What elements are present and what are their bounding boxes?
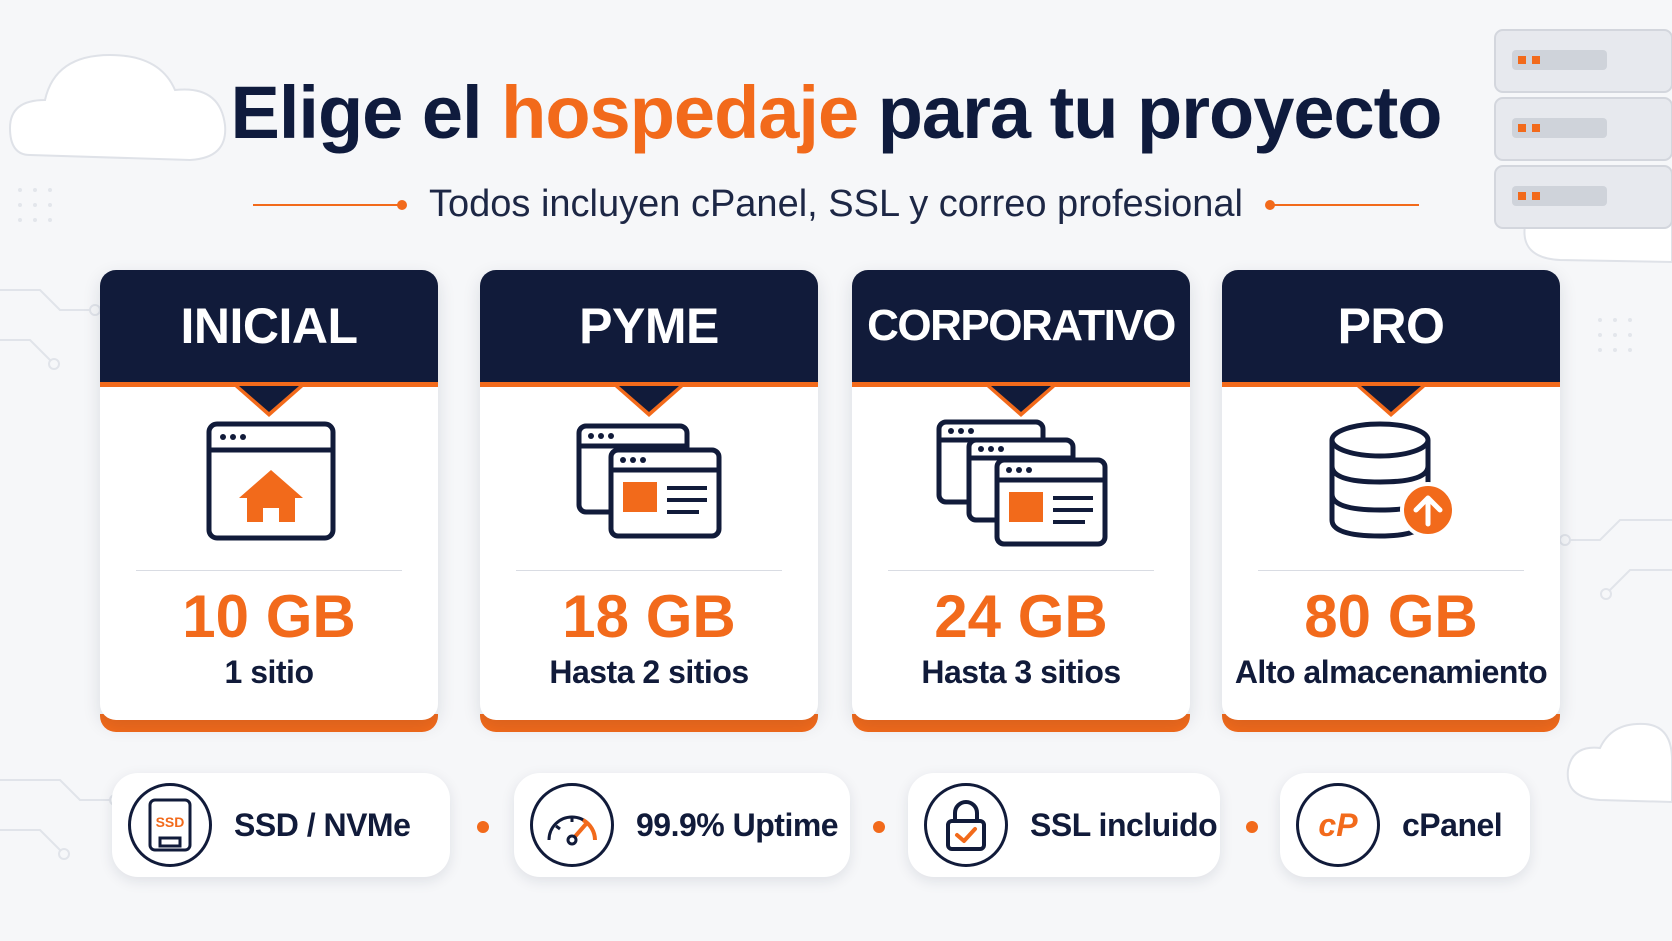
plan-name: PYME <box>579 298 719 354</box>
title-accent: hospedaje <box>501 71 859 154</box>
plan-name: CORPORATIVO <box>867 301 1176 350</box>
feature-ssl: SSL incluido <box>908 773 1220 877</box>
ssd-icon: SSD <box>128 783 212 867</box>
plan-card-inicial[interactable]: INICIAL 10 GB 1 sitio <box>100 270 438 732</box>
plan-card-pyme[interactable]: PYME 18 GB Hasta 2 sitios <box>480 270 818 732</box>
plan-header: INICIAL <box>100 270 438 417</box>
plan-storage: 18 GB <box>562 583 736 650</box>
card-divider <box>516 570 782 571</box>
card-divider <box>1258 570 1524 571</box>
plan-header: PYME <box>480 270 818 417</box>
feature-uptime: 99.9% Uptime <box>514 773 850 877</box>
separator-dot <box>1246 821 1258 833</box>
plan-card-pro[interactable]: PRO 80 GB Alto almacenamiento <box>1222 270 1560 732</box>
plan-header: PRO <box>1222 270 1560 417</box>
plan-name: INICIAL <box>180 298 358 354</box>
plan-storage: 10 GB <box>182 583 356 650</box>
speedometer-icon <box>530 783 614 867</box>
subtitle-rule-right <box>1264 199 1419 210</box>
plan-sites: Hasta 3 sitios <box>921 654 1121 690</box>
plan-storage: 80 GB <box>1304 583 1478 650</box>
feature-label: cPanel <box>1402 806 1503 843</box>
browser-home-icon <box>100 418 438 558</box>
page-title: Elige el hospedaje para tu proyecto <box>0 70 1672 155</box>
feature-ssd: SSD SSD / NVMe <box>112 773 450 877</box>
ssd-icon-text: SSD <box>156 814 185 830</box>
separator-dot <box>477 821 489 833</box>
title-part-2: para tu proyecto <box>858 71 1443 154</box>
database-upload-icon <box>1222 418 1560 558</box>
card-divider <box>888 570 1154 571</box>
cpanel-logo-icon: cP <box>1296 783 1380 867</box>
subtitle-row: Todos incluyen cPanel, SSL y correo prof… <box>0 183 1672 226</box>
padlock-check-icon <box>924 783 1008 867</box>
plan-sites: Alto almacenamiento <box>1234 654 1548 690</box>
feature-label: 99.9% Uptime <box>636 806 839 843</box>
cpanel-logo-text: cP <box>1318 807 1358 843</box>
card-divider <box>136 570 402 571</box>
three-browser-windows-icon <box>852 418 1190 558</box>
feature-label: SSD / NVMe <box>234 806 411 843</box>
subtitle-rule-left <box>253 199 408 210</box>
plan-header: CORPORATIVO <box>852 270 1190 417</box>
plan-sites: Hasta 2 sitios <box>549 654 749 690</box>
plan-sites: 1 sitio <box>224 654 314 690</box>
feature-cpanel: cP cPanel <box>1280 773 1530 877</box>
title-part-1: Elige el <box>230 71 502 154</box>
two-browser-windows-icon <box>480 418 818 558</box>
plan-name: PRO <box>1337 298 1445 354</box>
plan-card-corporativo[interactable]: CORPORATIVO 24 GB Hasta 3 sitios <box>852 270 1190 732</box>
feature-label: SSL incluido <box>1030 806 1218 843</box>
separator-dot <box>873 821 885 833</box>
plan-storage: 24 GB <box>934 583 1108 650</box>
subtitle: Todos incluyen cPanel, SSL y correo prof… <box>429 183 1243 225</box>
